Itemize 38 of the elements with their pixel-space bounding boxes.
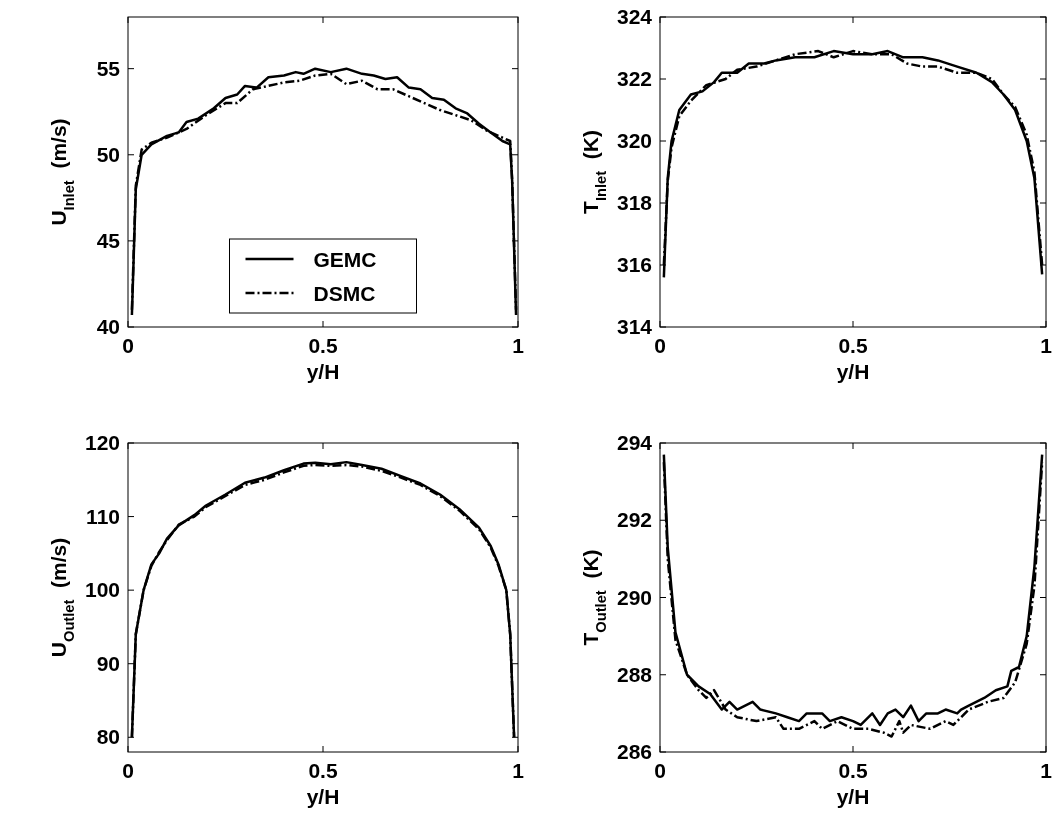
- x-tick-label: 0.5: [838, 759, 868, 782]
- legend-label: DSMC: [313, 282, 376, 305]
- x-tick-label: 0.5: [308, 759, 338, 782]
- x-tick-label: 1: [512, 334, 525, 357]
- x-tick-label: 0: [654, 334, 666, 357]
- x-tick-label: 0: [654, 759, 666, 782]
- y-tick-label: 318: [616, 191, 653, 214]
- y-tick-label: 110: [86, 504, 120, 528]
- y-tick-label: 320: [616, 129, 652, 152]
- y-tick-label: 314: [616, 315, 653, 338]
- y-tick-label: 290: [616, 585, 652, 609]
- x-axis-title: y/H: [306, 785, 340, 808]
- x-tick-label: 0: [122, 759, 134, 782]
- legend-label: GEMC: [313, 248, 377, 271]
- x-tick-label: 1: [512, 759, 525, 782]
- y-tick-label: 45: [96, 228, 121, 252]
- y-tick-label: 324: [616, 5, 653, 28]
- y-tick-label: 294: [616, 431, 653, 454]
- x-axis-title: y/H: [306, 360, 340, 383]
- y-tick-label: 40: [96, 315, 120, 338]
- x-tick-label: 0: [122, 334, 134, 357]
- x-tick-label: 0.5: [838, 334, 868, 357]
- y-tick-label: 55: [96, 56, 121, 80]
- x-tick-label: 1: [1040, 334, 1053, 357]
- x-axis-title: y/H: [836, 785, 870, 808]
- y-tick-label: 120: [84, 431, 120, 454]
- y-tick-label: 288: [616, 662, 653, 686]
- x-tick-label: 1: [1040, 759, 1053, 782]
- x-axis-title: y/H: [836, 360, 870, 383]
- y-tick-label: 100: [84, 578, 120, 602]
- y-tick-label: 286: [616, 740, 652, 763]
- y-tick-label: 80: [96, 725, 120, 749]
- y-tick-label: 292: [616, 508, 652, 532]
- y-tick-label: 90: [96, 651, 120, 675]
- x-tick-label: 0.5: [308, 334, 338, 357]
- y-tick-label: 50: [96, 142, 120, 166]
- y-tick-label: 322: [616, 67, 652, 90]
- y-tick-label: 316: [616, 253, 652, 276]
